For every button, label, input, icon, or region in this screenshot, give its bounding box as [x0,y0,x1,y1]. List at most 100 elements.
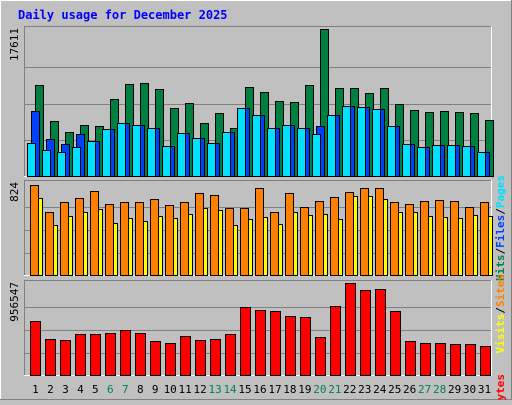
bar-kbytes-day-31 [480,346,491,376]
panel-legend: Hits/Files/Pages [494,175,507,281]
legend-label-sites: Sites [494,274,507,307]
bar-sites-day-11 [180,202,189,276]
x-tick-label: 3 [62,383,69,396]
bar-sites-day-24 [375,188,384,276]
panel-legend: KBytes [494,374,507,400]
x-tick-label: 31 [478,383,491,396]
legend-separator: / [494,307,507,314]
bar-pages-day-25 [387,126,396,177]
bar-pages-day-5 [87,141,96,177]
bar-sites-day-1 [30,185,39,276]
bar-pages-day-19 [297,128,306,177]
bar-kbytes-day-5 [90,334,101,376]
bar-kbytes-day-16 [255,310,266,376]
x-tick-label: 9 [152,383,159,396]
bar-pages-day-15 [237,108,246,177]
panel-max-label: 17611 [8,28,21,61]
bar-kbytes-day-27 [420,343,431,376]
chart-title: Daily usage for December 2025 [18,8,228,22]
bar-kbytes-day-9 [150,341,161,376]
x-tick-label: 19 [298,383,311,396]
bar-pages-day-1 [27,143,36,177]
bar-kbytes-day-3 [60,340,71,376]
series-sites [30,185,489,276]
bar-kbytes-day-21 [330,306,341,376]
bar-pages-day-30 [462,146,471,177]
bar-kbytes-day-22 [345,283,356,376]
bar-pages-day-7 [117,123,126,177]
x-tick-label: 28 [433,383,446,396]
bar-sites-day-7 [120,202,129,276]
panel-legend: Visits/Sites [494,274,507,354]
bar-pages-day-3 [57,152,66,177]
bar-sites-day-29 [450,201,459,276]
bar-sites-day-16 [255,188,264,276]
bar-sites-day-23 [360,188,369,276]
x-tick-label: 17 [268,383,281,396]
x-axis-labels: 1 2 3 4 5 6 7 8 9 10 11 12 13 14 15 16 17 18 19 20 21 22 23 24 2… [32,383,491,396]
bar-pages-day-4 [72,147,81,177]
x-tick-label: 18 [283,383,296,396]
bar-pages-day-18 [282,125,291,177]
x-tick-label: 5 [92,383,99,396]
bar-kbytes-day-26 [405,341,416,376]
bar-sites-day-6 [105,204,114,276]
bar-pages-day-29 [447,145,456,177]
bar-kbytes-day-29 [450,344,461,376]
x-tick-label: 24 [373,383,387,396]
bar-kbytes-day-4 [75,334,86,376]
bar-kbytes-day-8 [135,333,146,376]
bar-pages-day-26 [402,144,411,177]
bar-kbytes-day-28 [435,343,446,376]
x-tick-label: 8 [137,383,144,396]
bar-kbytes-day-12 [195,340,206,376]
x-tick-label: 14 [223,383,237,396]
legend-separator: / [494,248,507,255]
bar-sites-day-19 [300,207,309,276]
x-tick-label: 4 [77,383,84,396]
bar-sites-day-25 [390,202,399,276]
bar-sites-day-21 [330,197,339,276]
series-kbytes [30,283,491,376]
bar-kbytes-day-14 [225,334,236,376]
bar-kbytes-day-6 [105,333,116,376]
bar-sites-day-26 [405,204,414,276]
bar-sites-day-28 [435,200,444,276]
bar-kbytes-day-24 [375,289,386,376]
x-tick-label: 22 [343,383,356,396]
legend-label-pages: Pages [494,175,507,208]
bar-kbytes-day-18 [285,316,296,376]
bar-pages-day-8 [132,125,141,177]
x-tick-label: 16 [253,383,266,396]
x-tick-label: 2 [47,383,54,396]
x-tick-label: 23 [358,383,371,396]
legend-label-files: Files [494,215,507,248]
bar-kbytes-day-7 [120,330,131,376]
x-tick-label: 30 [463,383,476,396]
bar-pages-day-9 [147,128,156,177]
bar-kbytes-day-10 [165,343,176,376]
bar-sites-day-30 [465,207,474,276]
x-tick-label: 29 [448,383,461,396]
x-tick-label: 6 [107,383,114,396]
panel-max-label: 956547 [8,282,21,322]
bar-sites-day-10 [165,205,174,276]
chart-panels: 17611Hits/Files/Pages824Visits/Sites9565… [8,26,507,405]
bar-sites-day-15 [240,208,249,276]
bar-pages-day-13 [207,143,216,177]
bar-kbytes-day-25 [390,311,401,376]
bar-sites-day-12 [195,193,204,276]
bar-pages-day-17 [267,128,276,177]
legend-label-hits: Hits [494,255,507,282]
bar-sites-day-20 [315,201,324,276]
bar-sites-day-17 [270,212,279,276]
bar-sites-day-9 [150,199,159,276]
x-tick-label: 7 [122,383,129,396]
x-tick-label: 27 [418,383,431,396]
bar-kbytes-day-19 [300,317,311,376]
bar-pages-day-23 [357,107,366,177]
bar-kbytes-day-13 [210,339,221,376]
